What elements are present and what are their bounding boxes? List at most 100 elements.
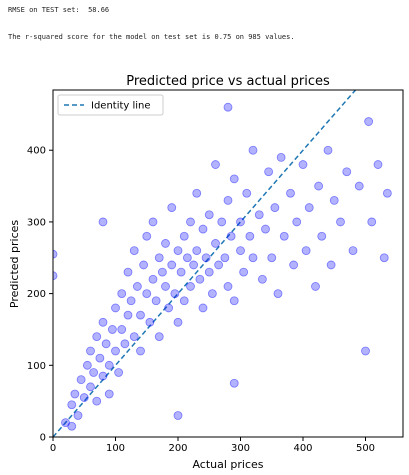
point: [136, 310, 145, 320]
point: [289, 260, 299, 270]
point: [248, 145, 258, 155]
point: [173, 317, 183, 327]
point: [198, 303, 208, 313]
point: [204, 210, 214, 220]
point: [145, 317, 155, 327]
axes-frame: [52, 89, 404, 438]
point: [204, 267, 214, 277]
point: [86, 346, 95, 356]
point: [111, 346, 120, 356]
point: [176, 267, 186, 277]
legend-box: [57, 94, 164, 116]
point: [148, 274, 158, 284]
point: [348, 246, 358, 255]
point: [126, 296, 136, 306]
y-tick-label: 200: [27, 289, 46, 300]
point: [139, 260, 149, 270]
point: [104, 360, 114, 370]
point: [201, 253, 211, 263]
point: [101, 339, 111, 349]
point: [151, 296, 161, 306]
point: [195, 274, 205, 284]
point: [129, 246, 139, 255]
point: [161, 239, 170, 248]
point: [182, 253, 192, 263]
point: [214, 260, 224, 270]
point: [364, 117, 374, 126]
point: [229, 296, 239, 306]
point: [142, 289, 152, 299]
point: [123, 267, 133, 277]
point: [92, 332, 102, 342]
point: [53, 271, 58, 281]
point: [114, 368, 124, 377]
point: [211, 160, 220, 169]
x-tick-label: 400: [293, 443, 312, 454]
point: [267, 253, 277, 263]
point: [236, 246, 245, 255]
point: [279, 231, 289, 241]
point: [92, 396, 102, 406]
point: [79, 393, 89, 402]
point: [189, 260, 199, 270]
point: [257, 274, 267, 284]
point: [154, 253, 164, 263]
point: [111, 303, 120, 313]
output-line: The r-squared score for the model on tes…: [8, 33, 295, 41]
point: [276, 152, 286, 162]
y-tick-label: 400: [27, 146, 46, 157]
chart-title: Predicted price vs actual prices: [126, 74, 330, 89]
point: [120, 339, 130, 349]
point: [317, 231, 327, 241]
point: [192, 188, 202, 198]
point: [223, 282, 233, 291]
point: [304, 203, 314, 212]
point: [342, 167, 352, 177]
x-tick-label: 100: [106, 443, 125, 454]
point: [170, 289, 180, 299]
point: [67, 421, 77, 431]
point: [245, 231, 255, 241]
point: [239, 267, 249, 277]
identity-line: [53, 90, 357, 437]
point: [373, 160, 383, 169]
point: [298, 160, 308, 169]
point: [382, 188, 392, 198]
point: [53, 249, 58, 259]
point: [186, 282, 195, 291]
x-tick-label: 200: [168, 443, 187, 454]
point: [301, 246, 311, 255]
point: [104, 389, 114, 399]
point: [167, 260, 177, 270]
y-tick-label: 100: [27, 361, 46, 372]
point: [161, 282, 170, 291]
point: [207, 289, 217, 299]
point: [107, 325, 117, 334]
y-axis-label: Predicted prices: [8, 220, 21, 309]
point: [273, 289, 283, 299]
point: [270, 203, 280, 212]
point: [132, 282, 142, 291]
point: [67, 400, 77, 410]
point: [261, 224, 270, 234]
point: [129, 332, 139, 342]
point: [286, 188, 295, 198]
point: [379, 253, 389, 263]
point: [248, 253, 258, 263]
point: [220, 253, 230, 263]
point: [157, 267, 167, 277]
x-tick-label: 500: [356, 443, 375, 454]
point: [173, 411, 183, 420]
x-tick-label: 0: [50, 443, 56, 454]
point: [336, 217, 345, 227]
point: [86, 382, 95, 392]
point: [117, 289, 127, 299]
point: [361, 346, 370, 356]
point: [173, 246, 183, 255]
legend-label: Identity line: [91, 101, 151, 112]
point: [179, 231, 189, 241]
point: [192, 246, 202, 255]
point: [264, 167, 274, 177]
x-tick-label: 300: [231, 443, 250, 454]
